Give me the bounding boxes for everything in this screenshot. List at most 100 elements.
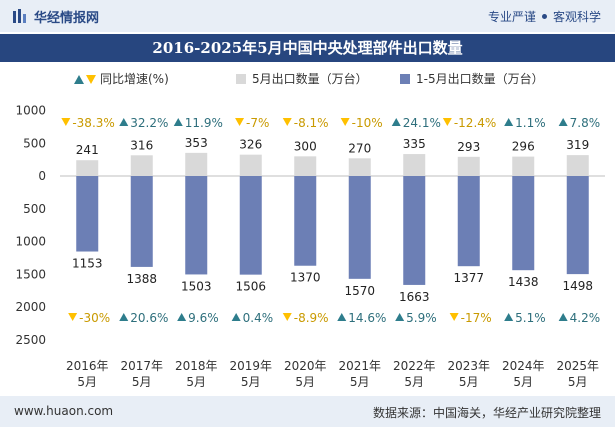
legend-swatch-monthly [236, 73, 246, 84]
header-bar: 华经情报网 专业严谨 客观科学 [0, 0, 615, 32]
cumulative-bar [403, 176, 426, 285]
tagline-dot-icon [541, 14, 547, 19]
x-tick-label-year: 2018年 [175, 359, 218, 373]
monthly-bar [76, 160, 99, 176]
monthly-growth-label: 1.1% [504, 116, 546, 130]
y-tick-label: 1500 [15, 267, 46, 281]
cumulative-growth-value: 5.1% [515, 311, 546, 325]
monthly-growth-value: -7% [246, 116, 269, 130]
up-arrow-icon [173, 118, 183, 126]
cumulative-value-label: 1506 [235, 280, 266, 294]
down-arrow-icon [282, 118, 292, 126]
x-tick-label-month: 5月 [295, 375, 315, 389]
up-arrow-icon [391, 118, 401, 126]
x-tick-label-year: 2025年 [556, 359, 599, 373]
monthly-bar [566, 155, 589, 176]
cumulative-growth-label: 0.4% [231, 311, 274, 325]
chart-legend: 同比增速(%) 5月出口数量（万台） 1-5月出口数量（万台） [0, 70, 615, 88]
monthly-growth-label: -38.3% [61, 116, 115, 130]
cumulative-value-label: 1438 [508, 275, 539, 289]
down-arrow-icon [61, 118, 71, 126]
monthly-growth-value: 11.9% [185, 116, 223, 130]
cumulative-growth-label: -8.9% [282, 311, 329, 325]
cumulative-value-label: 1498 [562, 279, 593, 293]
growth-arrows-icon [74, 74, 96, 84]
cumulative-growth-value: -17% [461, 311, 492, 325]
x-tick-label-year: 2022年 [393, 359, 436, 373]
cumulative-growth-value: -30% [79, 311, 110, 325]
cumulative-value-label: 1377 [453, 271, 484, 285]
monthly-growth-label: 7.8% [558, 116, 601, 130]
legend-label-growth: 同比增速(%) [100, 72, 169, 86]
monthly-growth-label: 24.1% [391, 116, 441, 130]
cumulative-bar [566, 176, 589, 275]
cumulative-growth-label: 4.2% [558, 311, 601, 325]
monthly-value-label: 326 [239, 138, 262, 152]
cumulative-bar [512, 176, 535, 271]
x-tick-label-month: 5月 [404, 375, 424, 389]
footer-source: 数据来源：中国海关，华经产业研究院整理 [372, 406, 601, 420]
tagline: 专业严谨 客观科学 [488, 8, 601, 25]
cumulative-growth-label: -30% [68, 311, 110, 325]
x-tick-label-month: 5月 [186, 375, 206, 389]
up-arrow-icon [337, 313, 347, 321]
tagline-right: 客观科学 [552, 10, 601, 24]
cumulative-growth-label: 9.6% [177, 311, 219, 325]
down-arrow-icon [282, 313, 292, 321]
cumulative-growth-label: 5.9% [395, 311, 437, 325]
monthly-growth-value: 32.2% [130, 116, 168, 130]
monthly-value-label: 319 [566, 138, 589, 152]
monthly-value-label: 300 [294, 139, 317, 153]
x-tick-label-month: 5月 [132, 375, 152, 389]
title-bar: 2016-2025年5月中国中央处理部件出口数量 [0, 34, 615, 62]
monthly-growth-value: 7.8% [570, 116, 601, 130]
cumulative-growth-value: 0.4% [243, 311, 274, 325]
monthly-value-label: 293 [457, 140, 480, 154]
cumulative-value-label: 1663 [399, 290, 430, 304]
cumulative-growth-label: -17% [449, 311, 492, 325]
legend-item-monthly: 5月出口数量（万台） [236, 70, 368, 87]
down-arrow-icon [235, 118, 245, 126]
cumulative-value-label: 1570 [344, 284, 375, 298]
footer-website: www.huaon.com [14, 404, 114, 418]
cumulative-bar [130, 176, 153, 267]
monthly-bar [130, 155, 153, 176]
x-tick-label-year: 2020年 [284, 359, 327, 373]
x-tick-label-year: 2024年 [502, 359, 545, 373]
down-arrow-icon [442, 118, 452, 126]
cumulative-value-label: 1388 [126, 272, 157, 286]
cumulative-bar [76, 176, 99, 252]
monthly-growth-value: -38.3% [72, 116, 114, 130]
y-tick-label: 1000 [15, 104, 46, 118]
monthly-bar [512, 156, 535, 176]
legend-label-cumulative: 1-5月出口数量（万台） [416, 72, 544, 86]
monthly-growth-label: -10% [340, 116, 383, 130]
up-arrow-icon [395, 313, 405, 321]
monthly-bar [185, 152, 208, 176]
cumulative-growth-label: 5.1% [504, 311, 546, 325]
cumulative-growth-label: 14.6% [337, 311, 386, 325]
y-tick-label: 500 [23, 136, 46, 150]
x-tick-label-month: 5月 [241, 375, 261, 389]
cumulative-growth-value: -8.9% [294, 311, 329, 325]
cumulative-value-label: 1503 [181, 279, 212, 293]
monthly-value-label: 335 [403, 137, 426, 151]
y-tick-label: 0 [38, 169, 46, 183]
monthly-value-label: 296 [512, 140, 535, 154]
legend-swatch-cumulative [400, 73, 410, 84]
legend-item-growth: 同比增速(%) [74, 70, 169, 87]
up-arrow-icon [177, 313, 187, 321]
up-arrow-icon [504, 118, 514, 126]
up-arrow-icon [558, 313, 568, 321]
monthly-bar [403, 154, 426, 176]
monthly-growth-label: 32.2% [119, 116, 168, 130]
x-tick-label-month: 5月 [459, 375, 479, 389]
monthly-bar [294, 156, 317, 176]
cumulative-growth-value: 4.2% [570, 311, 601, 325]
monthly-bar [348, 158, 371, 176]
x-tick-label-year: 2017年 [120, 359, 163, 373]
cumulative-growth-value: 9.6% [188, 311, 219, 325]
x-tick-label-month: 5月 [568, 375, 588, 389]
monthly-growth-value: -8.1% [294, 116, 329, 130]
down-arrow-icon [449, 313, 459, 321]
